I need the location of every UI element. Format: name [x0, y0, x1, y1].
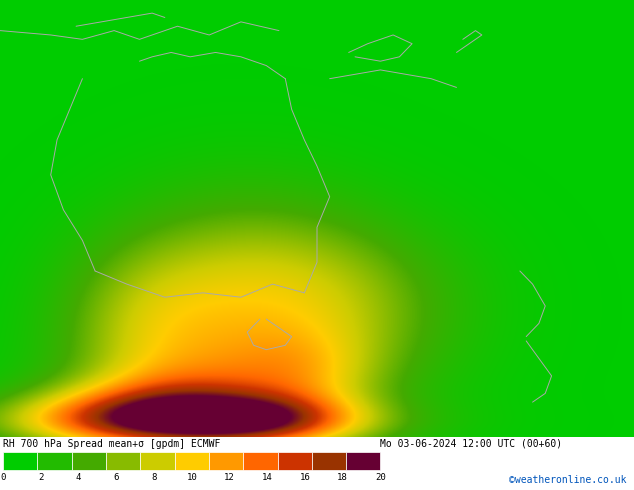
Bar: [209, 452, 243, 470]
Text: 4: 4: [76, 472, 81, 482]
Text: ©weatheronline.co.uk: ©weatheronline.co.uk: [509, 475, 626, 485]
Text: 8: 8: [152, 472, 157, 482]
Bar: [278, 452, 312, 470]
Bar: [3, 452, 37, 470]
Text: 18: 18: [337, 472, 348, 482]
Text: 12: 12: [224, 472, 235, 482]
Text: 0: 0: [1, 472, 6, 482]
Text: Mo 03-06-2024 12:00 UTC (00+60): Mo 03-06-2024 12:00 UTC (00+60): [380, 439, 562, 449]
Bar: [106, 452, 140, 470]
Text: 2: 2: [38, 472, 44, 482]
Bar: [174, 452, 209, 470]
Bar: [140, 452, 174, 470]
Bar: [312, 452, 346, 470]
Bar: [37, 452, 72, 470]
Text: 6: 6: [113, 472, 119, 482]
Bar: [72, 452, 106, 470]
Bar: [243, 452, 278, 470]
Text: 20: 20: [375, 472, 385, 482]
Text: 16: 16: [300, 472, 310, 482]
Text: 10: 10: [186, 472, 197, 482]
Text: 14: 14: [262, 472, 273, 482]
Bar: [346, 452, 380, 470]
Text: RH 700 hPa Spread mean+σ [gpdm] ECMWF: RH 700 hPa Spread mean+σ [gpdm] ECMWF: [3, 439, 221, 449]
